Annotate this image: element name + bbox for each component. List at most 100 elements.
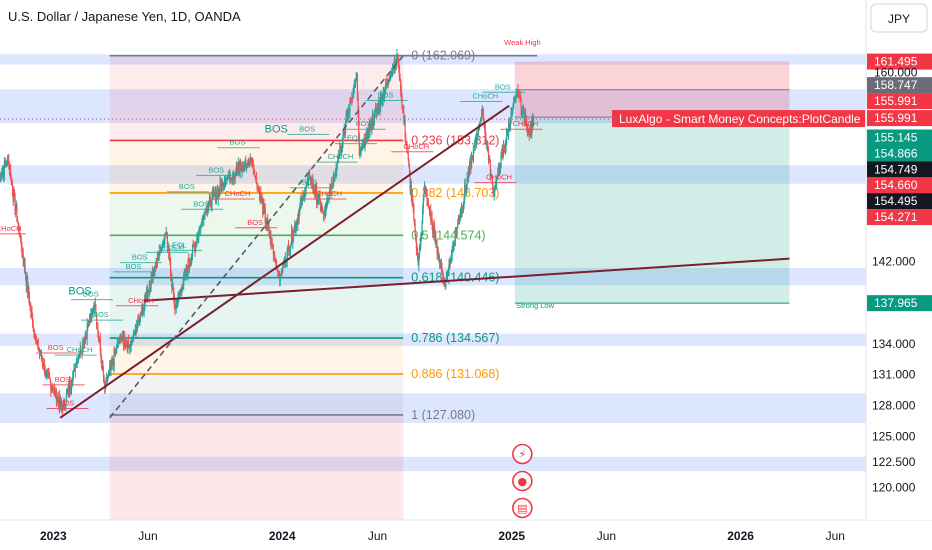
candle-body [489,159,491,161]
candle-body [350,102,352,104]
candle-body [323,213,325,216]
candle-body [376,109,378,113]
candle-body [404,120,406,138]
candle-body [178,294,180,296]
candle-body [476,136,478,138]
candle-body [375,108,377,113]
candle-body [231,178,233,180]
candle-body [306,181,308,184]
candle-body [226,178,228,180]
candle-body [301,195,303,205]
candle-body [361,147,363,151]
candle-body [35,338,37,341]
candle-body [477,133,479,137]
fib-trend-dashed-line[interactable] [109,55,404,419]
candle-body [262,202,264,215]
candle-body [141,307,143,311]
candle-body [90,314,92,316]
candle-body [533,118,535,120]
trendlines[interactable] [59,55,790,419]
candle-body [290,242,292,247]
candle-body [345,116,347,123]
candle-body [493,191,495,194]
candle-body [259,193,261,201]
candle-body [25,277,27,287]
candle-body [198,231,200,237]
structure-label: BOS [55,375,71,384]
candle-body [124,346,127,348]
candle-body [332,182,334,184]
trendline[interactable] [143,257,790,302]
candle-body [470,160,472,169]
candle-body [188,260,190,267]
candle-body [297,215,300,221]
candle-body [89,315,91,317]
candle-body [422,208,424,222]
candle-body [341,145,343,151]
candle-body [460,205,463,215]
candle-body [401,95,403,105]
candle-body [434,234,436,239]
candle-body [69,381,71,390]
candle-body [114,349,116,355]
candle-body [216,191,219,199]
price-axis-label: 160.000 [874,65,918,79]
candle-body [465,190,467,193]
candle-body [509,122,512,129]
candle-body [406,144,408,153]
candle-body [255,176,257,178]
flag-icon[interactable] [512,497,533,519]
short-position-tool[interactable] [0,61,866,304]
candle-body [16,220,19,222]
candle-body [63,403,66,405]
candle-body [336,162,338,167]
candle-body [13,189,16,193]
candle-body [211,195,213,209]
time-axis-panel[interactable] [0,521,932,550]
lightning-icon[interactable] [512,443,533,465]
candle-body [277,272,280,276]
candle-body [293,227,295,236]
event-icons[interactable]: ⚡ ● ▤ [512,443,533,519]
candle-body [168,244,170,253]
candle-body [331,183,333,187]
candle-body [197,236,199,239]
candle-body [137,316,140,319]
candle-body [45,372,48,374]
candle-body [353,88,355,95]
candle-body [28,297,31,306]
candle-body [14,192,16,211]
candle-body [46,371,48,373]
currency-button[interactable] [870,3,928,33]
structure-label: EQL [347,134,362,143]
zone-band [0,333,866,346]
candle-body [4,161,6,165]
candle-body [351,97,354,99]
candle-body [412,196,414,207]
candle-body [203,215,205,220]
candle-body [97,330,100,338]
structure-label: BOS [495,82,511,91]
candle-body [367,136,369,138]
candle-body [220,182,222,187]
indicator-tag-label: LuxAlgo - Smart Money Concepts:PlotCandl… [619,112,861,126]
candle-body [432,223,434,234]
candle-body [279,275,281,280]
candle-body [410,185,412,190]
structure-label: BOS [132,253,148,262]
candle-body [482,110,484,115]
candle-body [93,306,95,308]
structure-label: BOS [378,90,394,99]
candle-body [353,86,355,89]
trendline[interactable] [59,104,510,419]
candle-body [487,152,490,163]
dot-event-icon[interactable] [512,470,533,492]
candle-body [119,338,121,340]
candle-body [289,250,291,253]
candle-body [124,338,126,347]
candle-body [154,271,156,273]
structure-label: BOS [356,119,372,128]
candle-body [158,251,160,254]
candle-body [445,276,448,282]
